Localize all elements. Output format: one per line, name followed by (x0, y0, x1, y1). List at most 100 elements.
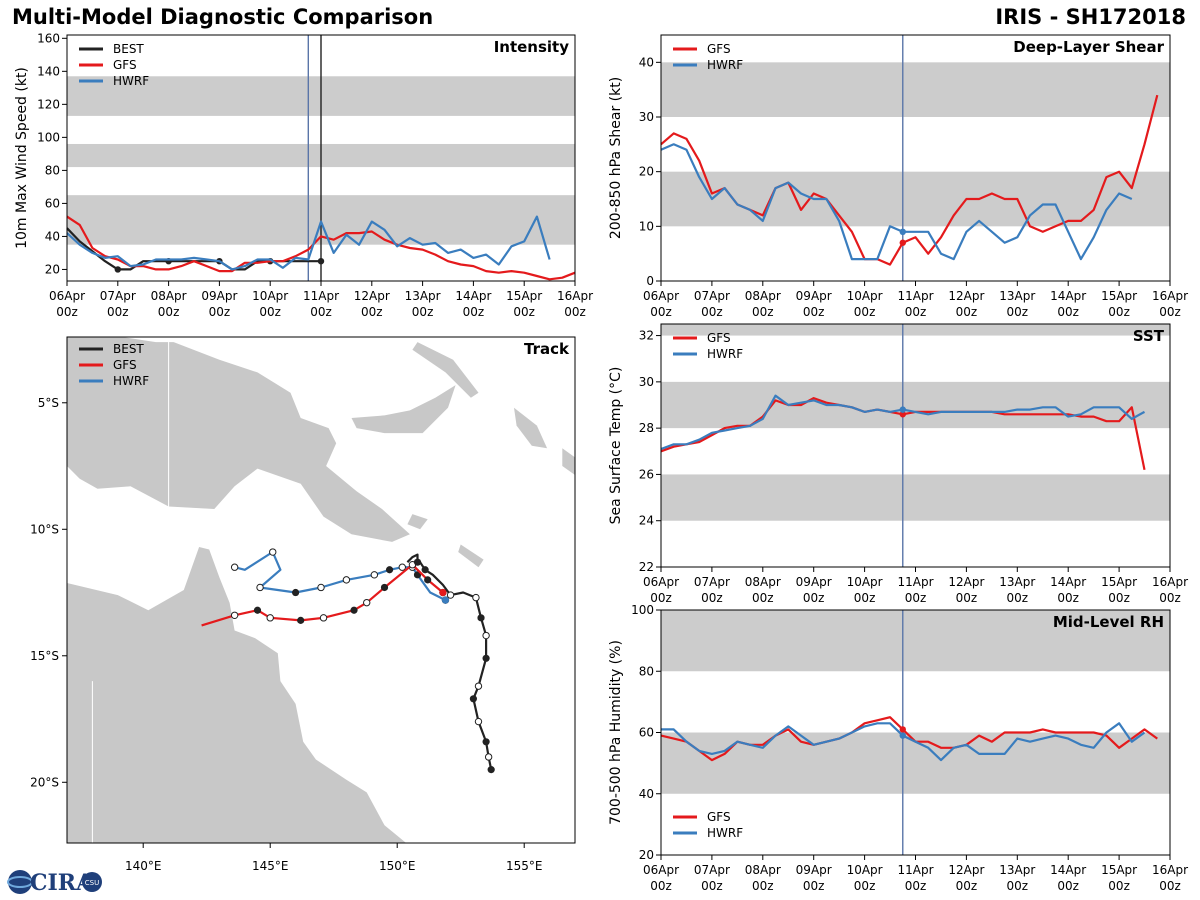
rh-xtick-hour: 00z (1057, 879, 1079, 893)
shear-panel: 0 10 20 30 40 06Apr 00z 07Apr 00z 08Apr 00z 09Apr 00… (608, 34, 1188, 319)
dentrecasteaux-island (407, 514, 428, 530)
rh-xtick-date: 10Apr (847, 863, 883, 877)
intensity-xtick-date: 16Apr (557, 289, 593, 303)
intensity-xtick-hour: 00z (259, 305, 281, 319)
track-xtick-label: 150°E (379, 859, 416, 873)
sst-xtick-hour: 00z (1057, 591, 1079, 605)
sst-ytick-label: 30 (639, 375, 654, 389)
sst-xtick-hour: 00z (803, 591, 825, 605)
sst-xtick-hour: 00z (752, 591, 774, 605)
shear-xtick-date: 14Apr (1050, 289, 1086, 303)
shear-xtick-hour: 00z (752, 305, 774, 319)
intensity-xtick-hour: 00z (310, 305, 332, 319)
rh-xtick-hour: 00z (1108, 879, 1130, 893)
sst-xtick-date: 12Apr (948, 575, 984, 589)
track-point-best (487, 766, 495, 774)
shear-band (661, 171, 1170, 227)
intensity-ytick-label: 120 (37, 97, 60, 111)
sst-xtick-date: 13Apr (999, 575, 1035, 589)
sst-xtick-hour: 00z (905, 591, 927, 605)
intensity-legend-label: GFS (113, 58, 137, 72)
track-start-hwrf (441, 596, 450, 604)
rh-ytick-label: 100 (631, 603, 654, 617)
rh-xtick-date: 15Apr (1101, 863, 1137, 877)
track-hwrf (234, 550, 446, 602)
sst-ytick-label: 22 (639, 560, 654, 574)
sst-xtick-date: 11Apr (897, 575, 933, 589)
track-point-gfs (380, 583, 389, 592)
shear-xtick-hour: 00z (803, 305, 825, 319)
sst-xtick-hour: 00z (650, 591, 672, 605)
page-title: Multi-Model Diagnostic Comparison (12, 5, 434, 29)
track-ytick-label: 5°S (38, 396, 59, 410)
track-point-best (482, 654, 490, 662)
intensity-xtick-hour: 00z (107, 305, 129, 319)
rh-xtick-hour: 00z (803, 879, 825, 893)
track-point-best (413, 558, 422, 566)
intensity-panel: 20 40 60 80 100 120 140 160 06Apr 00z 07Apr 00z 08Ap… (14, 31, 593, 319)
new-britain-land (351, 385, 456, 434)
shear-xtick-date: 15Apr (1101, 289, 1137, 303)
track-xtick-label: 155°E (506, 859, 543, 873)
rh-xtick-date: 09Apr (796, 863, 832, 877)
shear-ytick-label: 40 (639, 55, 654, 69)
track-point-best (446, 591, 455, 599)
track-start-gfs (439, 588, 447, 597)
track-point-hwrf (292, 588, 300, 597)
intensity-ytick-label: 60 (45, 196, 60, 210)
intensity-xtick-date: 06Apr (49, 289, 85, 303)
intensity-xtick-hour: 00z (412, 305, 434, 319)
shear-xtick-hour: 00z (650, 305, 672, 319)
intensity-ytick-label: 40 (45, 229, 60, 243)
track-point-hwrf (256, 583, 264, 592)
rh-xtick-date: 07Apr (694, 863, 730, 877)
louisiade-island (458, 544, 484, 568)
intensity-series-gfs (66, 215, 576, 281)
rh-xtick-date: 16Apr (1152, 863, 1188, 877)
shear-xtick-hour: 00z (1159, 305, 1181, 319)
australia-land (67, 547, 407, 843)
intensity-title: Intensity (494, 38, 570, 56)
sst-xtick-date: 06Apr (643, 575, 679, 589)
bougainville-land (514, 407, 548, 449)
shear-xtick-date: 08Apr (745, 289, 781, 303)
track-point-hwrf (269, 548, 277, 556)
sst-xtick-hour: 00z (1108, 591, 1130, 605)
shear-ytick-label: 20 (639, 165, 654, 179)
intensity-xtick-date: 08Apr (151, 289, 187, 303)
rh-legend-label: HWRF (707, 826, 743, 840)
sst-title: SST (1133, 327, 1165, 345)
csu-logo-text: CSU (85, 879, 99, 887)
rh-band (661, 610, 1170, 672)
sst-ytick-label: 32 (639, 329, 654, 343)
intensity-legend-label: BEST (113, 42, 144, 56)
rh-panel: 20 40 60 80 100 06Apr 00z 07Apr 00z 08Apr 00z 09Apr… (608, 603, 1188, 893)
rh-xtick-date: 14Apr (1050, 863, 1086, 877)
track-best (406, 553, 493, 770)
rh-xtick-hour: 00z (650, 879, 672, 893)
shear-xtick-hour: 00z (1108, 305, 1130, 319)
track-legend-label: BEST (113, 342, 144, 356)
rh-xtick-date: 11Apr (897, 863, 933, 877)
intensity-xtick-hour: 00z (564, 305, 586, 319)
storm-id-title: IRIS - SH172018 (995, 5, 1186, 29)
shear-xtick-hour: 00z (1057, 305, 1079, 319)
sst-xtick-date: 09Apr (796, 575, 832, 589)
shear-ytick-label: 10 (639, 219, 654, 233)
track-point-best (482, 631, 490, 640)
shear-title: Deep-Layer Shear (1013, 38, 1164, 56)
shear-xtick-date: 10Apr (847, 289, 883, 303)
new-ireland-land (412, 342, 479, 398)
shear-xtick-date: 13Apr (999, 289, 1035, 303)
track-point-gfs (253, 606, 262, 614)
rh-xtick-hour: 00z (905, 879, 927, 893)
sst-xtick-hour: 00z (854, 591, 876, 605)
intensity-xtick-date: 13Apr (405, 289, 441, 303)
sst-xtick-hour: 00z (701, 591, 723, 605)
shear-band (661, 62, 1170, 117)
sst-marker-hwrf (899, 406, 906, 413)
track-point-best (421, 566, 429, 574)
rh-ytick-label: 40 (639, 787, 654, 801)
intensity-ytick-label: 80 (45, 163, 60, 177)
shear-xtick-date: 09Apr (796, 289, 832, 303)
